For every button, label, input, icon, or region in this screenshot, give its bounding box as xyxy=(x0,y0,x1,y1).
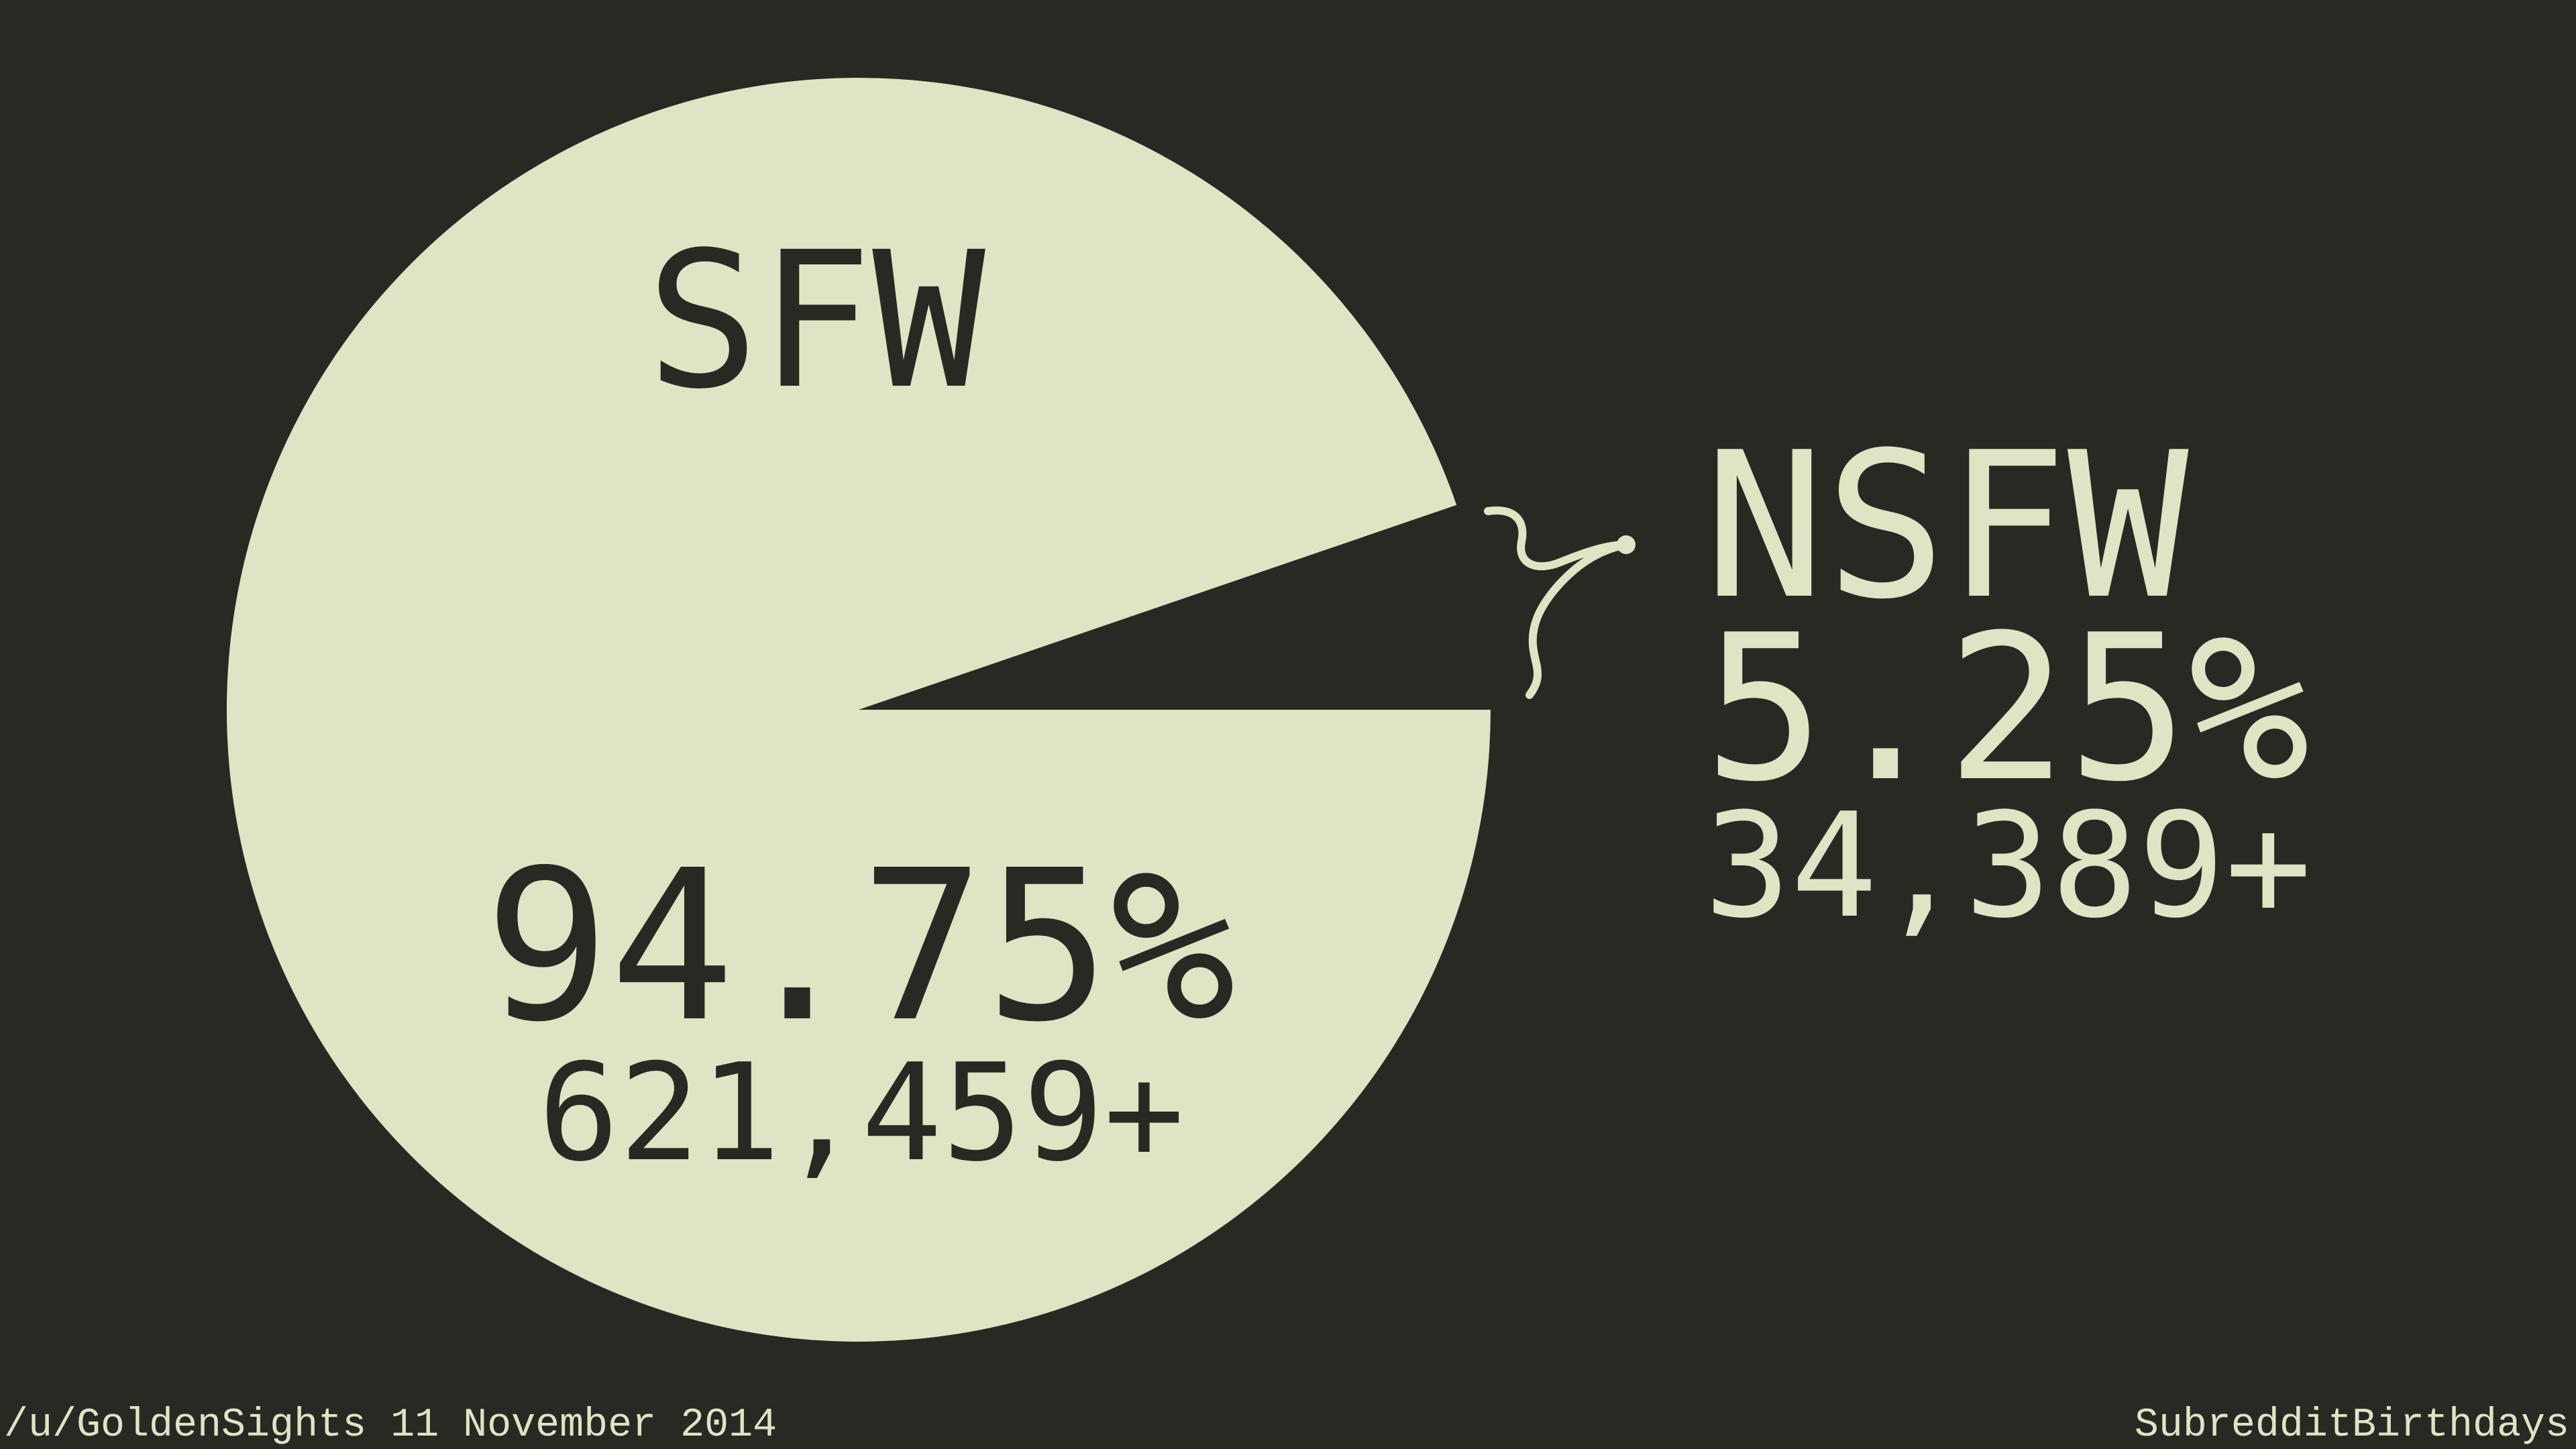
nsfw-label: NSFW xyxy=(1704,409,2190,643)
sfw-count-label: 621,459+ xyxy=(538,1035,1184,1191)
footer-brand: SubredditBirthdays xyxy=(2135,1403,2569,1448)
sfw-percent-label: 94.75% xyxy=(484,826,1236,1068)
nsfw-percent-label: 5.25% xyxy=(1704,592,2310,826)
nsfw-callout-end xyxy=(1617,535,1635,554)
nsfw-count-label: 34,389+ xyxy=(1704,782,2312,950)
sfw-label: SFW xyxy=(646,212,987,431)
footer-credit: /u/GoldenSights 11 November 2014 xyxy=(4,1403,777,1448)
pie-slice-nsfw xyxy=(859,504,1491,710)
pie-slice-sfw xyxy=(227,77,1491,1342)
